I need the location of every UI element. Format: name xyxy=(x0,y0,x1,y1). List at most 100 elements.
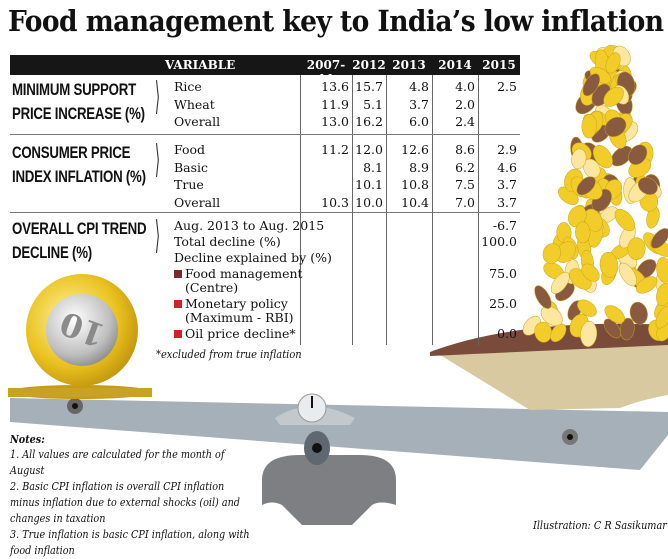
group-label: OVERALL CPI TREND DECLINE (%) xyxy=(12,219,147,262)
scale-dial-icon xyxy=(275,393,355,465)
table-cell: 3.7 xyxy=(497,194,517,210)
grain xyxy=(605,52,621,74)
grain xyxy=(655,305,668,329)
column-divider xyxy=(432,75,433,345)
left-pan xyxy=(8,385,152,399)
grain xyxy=(592,144,613,169)
table-cell: 4.8 xyxy=(409,79,429,94)
table-cell: 12.0 xyxy=(355,142,383,157)
coin-icon: 10 xyxy=(26,274,138,386)
group-label: MINIMUM SUPPORT PRICE INCREASE (%) xyxy=(12,80,145,123)
table-cell: 6.0 xyxy=(409,114,429,129)
table-cell: 2.4 xyxy=(455,114,475,129)
table-header: VARIABLE 2007-11 2012 2013 2014 2015 xyxy=(10,55,520,86)
row-label: Wheat xyxy=(174,96,215,112)
column-header: 2012 xyxy=(352,58,386,72)
grain xyxy=(534,321,552,343)
column-header: 2015 xyxy=(482,58,516,72)
pivot-right-icon xyxy=(562,429,578,445)
grain xyxy=(581,113,597,139)
group-label: CONSUMER PRICE INDEX INFLATION (%) xyxy=(12,143,146,186)
row-label: Basic xyxy=(174,159,209,175)
table-cell: 13.6 xyxy=(321,79,349,94)
grain xyxy=(534,285,552,309)
grain xyxy=(571,148,587,170)
table-cell: 2.0 xyxy=(455,96,475,112)
table-cell: 2.9 xyxy=(497,142,517,157)
illustration-credit: Illustration: C R Sasikumar xyxy=(533,519,667,532)
row-label: Overall xyxy=(174,194,221,210)
table-cell: 75.0 xyxy=(489,266,517,281)
column-header: 2014 xyxy=(438,58,472,72)
row-label: Rice xyxy=(174,79,202,94)
grain xyxy=(603,318,621,339)
legend-marker-icon xyxy=(174,330,182,338)
table-cell: 6.2 xyxy=(455,159,475,175)
row-label: Decline explained by (%) xyxy=(174,250,332,265)
illustration: 10 xyxy=(8,44,668,525)
brace-icon: ⟩ xyxy=(154,137,161,181)
table-cell: 10.4 xyxy=(401,194,429,210)
grain xyxy=(614,208,636,232)
notes: Notes: 1. All values are calculated for … xyxy=(10,431,251,559)
legend-marker-icon xyxy=(174,300,182,308)
note-item: 1. All values are calculated for the mon… xyxy=(10,448,225,477)
grain xyxy=(582,158,601,179)
grain xyxy=(599,252,619,278)
table-cell: 4.6 xyxy=(497,159,517,175)
table-cell: 11.9 xyxy=(321,96,349,112)
brace-icon: ⟩ xyxy=(154,74,161,118)
table-cell: 11.2 xyxy=(321,142,349,157)
grain xyxy=(582,73,600,97)
grain xyxy=(618,262,637,287)
table-cell: 8.1 xyxy=(363,159,383,175)
grain xyxy=(628,144,648,165)
table-cell: 13.0 xyxy=(321,114,349,129)
grain xyxy=(635,276,658,294)
grain xyxy=(629,301,648,325)
row-label: Overall xyxy=(174,114,221,129)
table-cell: 2.5 xyxy=(497,79,517,94)
brace-icon: ⟩ xyxy=(154,213,161,257)
legend-marker-icon xyxy=(174,270,182,278)
column-header: VARIABLE xyxy=(165,58,236,72)
grain xyxy=(575,221,591,244)
grain xyxy=(540,305,563,326)
grain xyxy=(619,317,635,341)
column-divider xyxy=(300,75,301,345)
grain xyxy=(581,263,600,282)
table-cell: 7.0 xyxy=(455,194,475,210)
row-label: Oil price decline* xyxy=(174,327,296,341)
row-divider xyxy=(10,134,520,135)
table-cell: 10.8 xyxy=(401,177,429,192)
table-cell: 7.5 xyxy=(455,177,475,192)
grain xyxy=(604,305,625,324)
scale-beam xyxy=(10,398,668,470)
table-cell: 3.7 xyxy=(409,96,429,112)
row-label: Total decline (%) xyxy=(174,234,281,249)
table-cell: 10.0 xyxy=(355,194,383,210)
row-label: Food management (Centre) xyxy=(174,267,303,295)
table-cell: 25.0 xyxy=(489,296,517,311)
page-title: Food management key to India’s low infla… xyxy=(8,4,664,38)
table-cell: 4.0 xyxy=(455,79,475,94)
grain-bowl xyxy=(430,44,668,410)
row-label: True xyxy=(174,177,204,192)
table-cell: -6.7 xyxy=(492,218,517,233)
table-cell: 8.6 xyxy=(455,142,475,157)
table-cell: 3.7 xyxy=(497,177,517,192)
column-divider xyxy=(386,75,387,345)
note-item: 2. Basic CPI inflation is overall CPI in… xyxy=(10,480,240,525)
grain xyxy=(637,177,658,195)
grain xyxy=(576,176,596,196)
table-cell: 10.1 xyxy=(355,177,383,192)
table-cell: 15.7 xyxy=(355,79,383,94)
grain xyxy=(542,243,561,264)
row-label: Aug. 2013 to Aug. 2015 xyxy=(174,218,325,233)
table-cell: 5.1 xyxy=(363,96,383,112)
grain xyxy=(550,272,570,294)
column-divider xyxy=(352,75,353,345)
table-cell: 100.0 xyxy=(481,234,517,249)
grain xyxy=(604,116,627,137)
grain xyxy=(580,321,598,347)
